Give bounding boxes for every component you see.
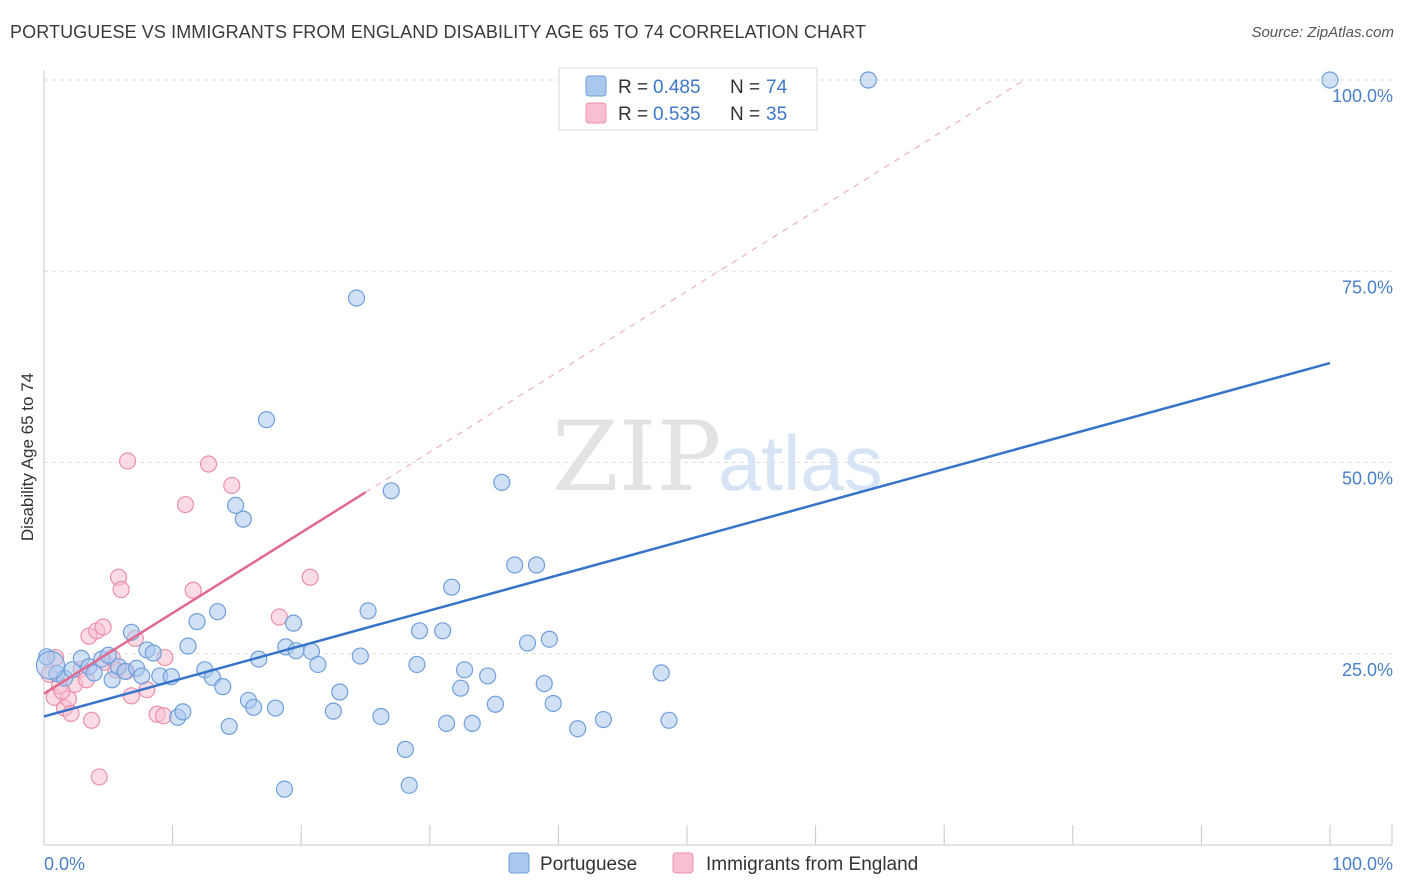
x-tick-label-1: 100.0% xyxy=(1332,854,1393,874)
england-point-20 xyxy=(118,452,137,470)
england-series xyxy=(40,452,319,786)
portuguese-point-67 xyxy=(569,720,587,738)
legend-swatch-england xyxy=(585,102,607,124)
portuguese-point-44 xyxy=(351,647,369,665)
england-trend-line xyxy=(43,491,367,695)
england-point-25 xyxy=(154,707,173,725)
legend-swatch-portuguese xyxy=(585,75,607,97)
y-tick-label-3: 100.0% xyxy=(1332,86,1393,106)
portuguese-point-41 xyxy=(324,702,342,720)
legend-top: R = 0.485 N = 74 R = 0.535 N = 35 xyxy=(558,67,818,131)
legend-n-value-1: 74 xyxy=(766,77,788,98)
legend-n-label-1: N = xyxy=(730,77,760,98)
portuguese-trend-line xyxy=(43,361,1331,718)
y-axis-label: Disability Age 65 to 74 xyxy=(18,373,37,541)
bottom-label-portuguese: Portuguese xyxy=(540,854,637,875)
portuguese-point-51 xyxy=(410,622,429,640)
portuguese-point-14 xyxy=(133,667,151,685)
portuguese-point-6 xyxy=(85,664,103,682)
watermark-zip: ZIP xyxy=(552,401,721,513)
england-point-32 xyxy=(301,568,319,586)
england-point-31 xyxy=(270,608,288,626)
england-point-18 xyxy=(112,580,130,599)
portuguese-point-40 xyxy=(309,655,327,674)
england-point-29 xyxy=(200,455,218,473)
x-tick-label-0: 0.0% xyxy=(44,854,85,874)
portuguese-point-20 xyxy=(174,703,192,721)
portuguese-point-50 xyxy=(408,655,426,674)
portuguese-point-71 xyxy=(859,71,877,89)
source-credit: Source: ZipAtlas.com xyxy=(1251,24,1394,41)
portuguese-point-48 xyxy=(396,740,414,758)
portuguese-point-69 xyxy=(652,664,670,682)
portuguese-point-59 xyxy=(486,695,504,713)
portuguese-point-56 xyxy=(455,661,474,679)
portuguese-point-72 xyxy=(1321,71,1339,89)
portuguese-point-54 xyxy=(443,578,461,596)
portuguese-point-63 xyxy=(527,556,546,574)
portuguese-point-25 xyxy=(209,603,227,621)
portuguese-point-73 xyxy=(35,650,66,680)
portuguese-point-21 xyxy=(179,637,197,655)
portuguese-point-55 xyxy=(452,679,470,697)
portuguese-point-45 xyxy=(359,602,377,620)
portuguese-point-33 xyxy=(257,411,276,429)
y-tick-labels: 25.0% 50.0% 75.0% 100.0% xyxy=(1332,86,1393,680)
watermark: ZIP atlas xyxy=(552,401,883,513)
portuguese-point-34 xyxy=(266,699,285,717)
portuguese-point-57 xyxy=(463,714,481,732)
portuguese-point-43 xyxy=(347,289,366,307)
portuguese-point-22 xyxy=(188,613,206,631)
portuguese-point-29 xyxy=(234,510,252,528)
portuguese-point-65 xyxy=(540,630,558,648)
england-point-30 xyxy=(223,476,241,495)
y-tick-label-2: 75.0% xyxy=(1342,277,1393,297)
england-point-27 xyxy=(176,495,195,514)
portuguese-point-58 xyxy=(479,667,497,685)
legend-r-label-1: R = xyxy=(618,77,648,98)
portuguese-point-68 xyxy=(594,710,613,729)
portuguese-point-35 xyxy=(275,780,294,798)
portuguese-point-31 xyxy=(245,698,263,716)
portuguese-point-16 xyxy=(144,644,162,662)
portuguese-point-26 xyxy=(214,678,232,696)
portuguese-point-42 xyxy=(331,683,349,701)
england-trend-extension xyxy=(365,79,1025,493)
trend-lines xyxy=(43,79,1331,718)
legend-r-label-2: R = xyxy=(618,104,648,125)
england-point-28 xyxy=(184,581,202,599)
legend-n-value-2: 35 xyxy=(766,104,787,125)
portuguese-point-47 xyxy=(382,482,400,500)
x-tick-labels: 0.0% 100.0% xyxy=(44,854,1393,874)
chart-title: PORTUGUESE VS IMMIGRANTS FROM ENGLAND DI… xyxy=(10,22,867,42)
portuguese-point-53 xyxy=(437,714,456,732)
x-ticks xyxy=(43,825,1393,845)
portuguese-point-70 xyxy=(660,711,678,729)
bottom-swatch-england xyxy=(672,852,694,874)
portuguese-point-37 xyxy=(284,614,303,632)
legend-bottom: Portuguese Immigrants from England xyxy=(508,852,918,875)
y-tick-label-0: 25.0% xyxy=(1342,660,1393,680)
bottom-swatch-portuguese xyxy=(508,852,530,874)
bottom-label-england: Immigrants from England xyxy=(706,854,918,875)
england-point-12 xyxy=(90,768,108,786)
portuguese-point-62 xyxy=(518,634,537,652)
portuguese-point-66 xyxy=(544,694,562,713)
portuguese-point-60 xyxy=(493,473,511,491)
legend-r-value-1: 0.485 xyxy=(653,77,701,98)
portuguese-point-49 xyxy=(400,776,418,794)
portuguese-point-52 xyxy=(434,622,452,640)
y-tick-label-1: 50.0% xyxy=(1342,469,1393,489)
legend-n-label-2: N = xyxy=(730,104,760,125)
portuguese-point-28 xyxy=(227,496,245,514)
portuguese-point-64 xyxy=(535,674,553,693)
england-point-10 xyxy=(82,711,101,729)
legend-r-value-2: 0.535 xyxy=(653,104,701,125)
portuguese-point-46 xyxy=(372,707,390,726)
portuguese-point-61 xyxy=(506,556,524,574)
england-point-13 xyxy=(94,618,112,636)
portuguese-point-27 xyxy=(220,717,238,736)
portuguese-series xyxy=(35,71,1339,798)
